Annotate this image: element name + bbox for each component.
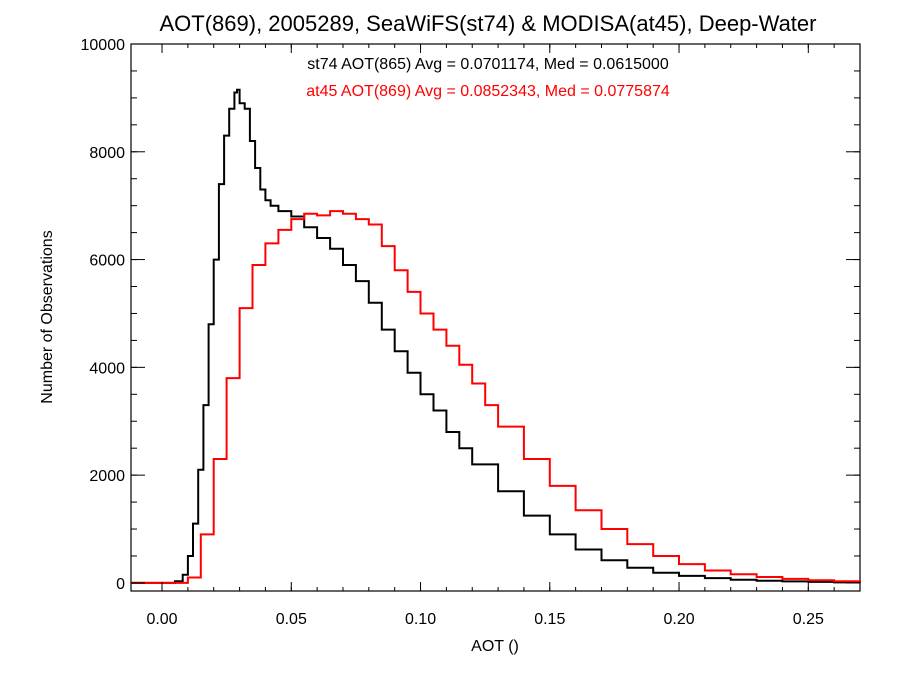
chart-title: AOT(869), 2005289, SeaWiFS(st74) & MODIS…	[160, 11, 817, 36]
y-tick-label: 10000	[81, 37, 126, 54]
x-axis-label: AOT ()	[471, 638, 519, 655]
x-tick-label: 0.10	[405, 611, 436, 628]
x-tick-label: 0.15	[534, 611, 565, 628]
y-tick-label: 2000	[89, 468, 125, 485]
y-axis: 0 2000 4000 6000 8000 10000	[81, 37, 860, 593]
x-tick-label: 0.25	[793, 611, 824, 628]
plot-area: 0.00 0.05 0.10 0.15 0.20 0.25 0 2000 4000 6000 80…	[81, 37, 861, 628]
x-tick-label: 0.05	[276, 611, 307, 628]
x-tick-label: 0.00	[146, 611, 177, 628]
y-tick-label: 0	[116, 576, 125, 593]
annotation-st74: st74 AOT(865) Avg = 0.0701174, Med = 0.0…	[307, 56, 669, 73]
y-tick-label: 6000	[89, 253, 125, 270]
y-tick-label: 8000	[89, 145, 125, 162]
y-axis-label: Number of Observations	[39, 230, 56, 403]
series-group	[131, 88, 861, 584]
plot-frame	[130, 43, 861, 592]
series-line-1	[131, 88, 861, 584]
x-tick-label: 0.20	[663, 611, 694, 628]
y-tick-label: 4000	[89, 360, 125, 377]
annotation-at45: at45 AOT(869) Avg = 0.0852343, Med = 0.0…	[306, 83, 670, 100]
x-axis: 0.00 0.05 0.10 0.15 0.20 0.25	[146, 44, 861, 628]
series-line-2	[131, 210, 861, 584]
